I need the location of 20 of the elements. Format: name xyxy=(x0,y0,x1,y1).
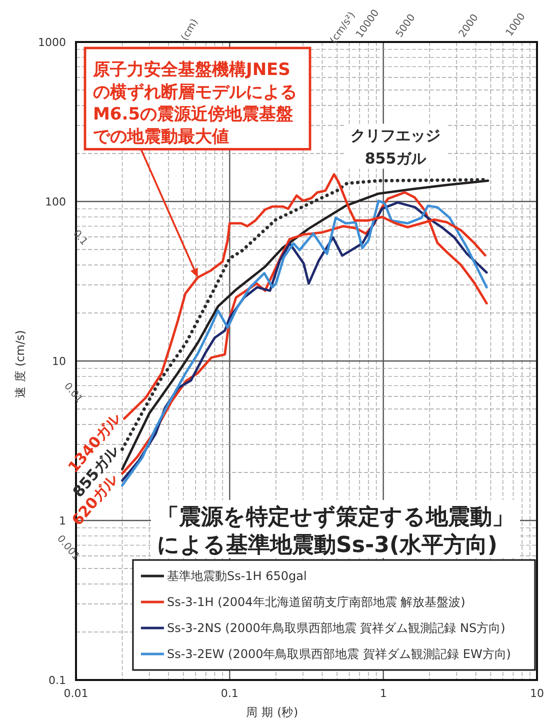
text: による基準地震動Ss-3(水平方向) xyxy=(157,532,498,558)
annotation: 原子力安全基盤機構JNESの横ずれ断層モデルによるM6.5の震源近傍地震基盤での地震動最大値 xyxy=(92,60,297,147)
y-axis-title: 速 度 (cm/s) xyxy=(13,330,27,398)
x-tick-label: 1 xyxy=(380,687,387,700)
x-tick-label: 10 xyxy=(530,687,544,700)
annotation: クリフエッジ 855ガル xyxy=(350,126,440,168)
legend-label: 基準地震動Ss-1H 650gal xyxy=(166,569,307,583)
legend-label: Ss-3-2NS (2000年鳥取県西部地震 賀祥ダム観測記録 NS方向) xyxy=(166,621,506,635)
annotation: 0.1 xyxy=(70,228,90,248)
y-tick-label: 1 xyxy=(59,514,66,528)
x-tick-label: 0.1 xyxy=(220,687,238,700)
x-axis-title: 周 期 (秒) xyxy=(246,705,298,719)
text: 「震源を特定せず策定する地震動」 xyxy=(157,504,514,530)
y-tick-label: 100 xyxy=(45,196,66,208)
x-tick-label: 0.01 xyxy=(64,687,88,700)
legend-label: Ss-3-2EW (2000年鳥取県西部地震 賀祥ダム観測記録 EW方向) xyxy=(166,647,511,661)
legend-label: Ss-3-1H (2004年北海道留萌支庁南部地震 解放基盤波) xyxy=(166,595,466,609)
y-tick-label: 0.1 xyxy=(48,674,66,687)
y-tick-label: 1000 xyxy=(38,36,66,49)
y-tick-label: 10 xyxy=(52,355,66,368)
